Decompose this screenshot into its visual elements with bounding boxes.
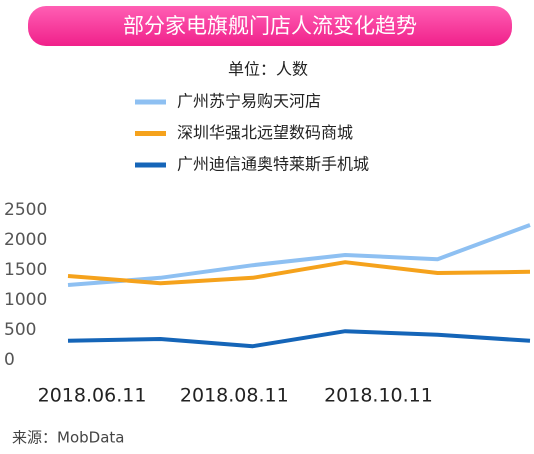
y-tick-label: 1000 xyxy=(4,290,47,310)
series-line xyxy=(67,260,531,286)
subtitle: 单位：人数 xyxy=(228,60,308,79)
chart-title: 部分家电旗舰门店人流变化趋势 xyxy=(123,14,417,38)
legend-label: 深圳华强北远望数码商城 xyxy=(177,123,353,142)
x-tick-label: 2018.06.11 xyxy=(38,385,147,407)
series-line xyxy=(67,223,531,287)
y-tick-label: 0 xyxy=(4,350,15,370)
y-tick-label: 2000 xyxy=(4,230,47,250)
y-tick-label: 2500 xyxy=(4,200,47,220)
x-tick-label: 2018.08.11 xyxy=(180,385,289,407)
y-tick-label: 1500 xyxy=(4,260,47,280)
legend-label: 广州迪信通奥特莱斯手机城 xyxy=(177,155,369,174)
title-box xyxy=(28,6,512,46)
x-tick-label: 2018.10.11 xyxy=(324,385,433,407)
y-tick-label: 500 xyxy=(4,320,36,340)
series-line xyxy=(67,329,531,349)
legend-label: 广州苏宁易购天河店 xyxy=(177,92,321,111)
source: 来源：MobData xyxy=(12,429,124,447)
